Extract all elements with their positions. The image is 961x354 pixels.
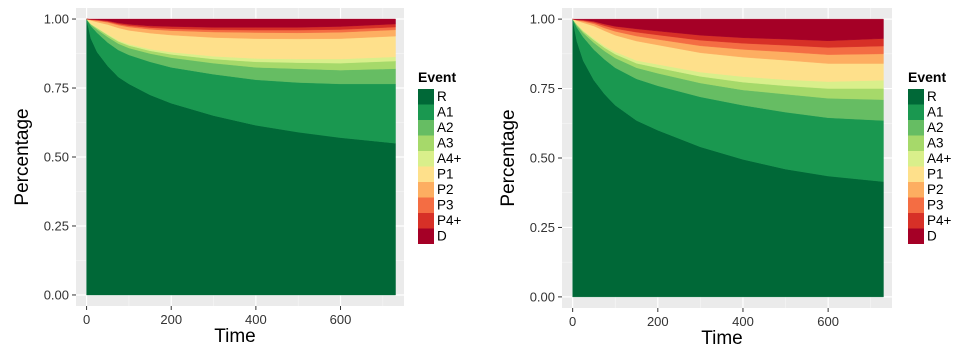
chart2-y-tick-label: 0.75 <box>530 81 555 96</box>
chart1-legend-key-r <box>418 89 434 105</box>
chart2-legend-key-p1 <box>908 166 924 182</box>
chart2-legend-label-a2: A2 <box>927 120 944 135</box>
chart1-legend-key-a3 <box>418 135 434 151</box>
chart2-legend-key-p4-plus <box>908 213 924 229</box>
chart1-group: 0.00 0.25 0.50 0.75 1.00 0 200 400 600 Time Percen… <box>12 8 462 347</box>
chart1-x-tick-label: 200 <box>160 312 182 327</box>
chart1-y-tick-label: 0.25 <box>44 218 69 233</box>
chart1-y-tick-label: 0.50 <box>44 150 69 165</box>
chart2-y-tick-label: 0.00 <box>530 289 555 304</box>
chart1-legend-key-p4-plus <box>418 213 434 229</box>
chart2-x-axis-title: Time <box>701 328 743 349</box>
chart1-y-tick-label: 1.00 <box>44 12 69 27</box>
chart1-legend-label-p4-plus: P4+ <box>437 213 462 228</box>
chart2-legend-key-a1 <box>908 104 924 120</box>
chart1-x-tick-label: 600 <box>330 312 352 327</box>
chart2-area-d <box>572 18 884 41</box>
chart2-y-tick-label: 1.00 <box>530 12 555 27</box>
chart1-x-tick-label: 0 <box>83 312 90 327</box>
chart2-legend-key-p3 <box>908 197 924 213</box>
chart1-legend-label-r: R <box>437 89 447 104</box>
chart1-y-tick-label: 0.00 <box>44 287 69 302</box>
chart2-legend-key-d <box>908 228 924 244</box>
chart1-legend-label-p1: P1 <box>437 167 454 182</box>
chart2-legend-label-p2: P2 <box>927 182 944 197</box>
chart2-legend-label-p3: P3 <box>927 198 944 213</box>
chart2-legend-label-r: R <box>927 89 937 104</box>
chart1-legend-title: Event <box>418 69 456 85</box>
chart2-x-tick-label: 400 <box>732 314 754 329</box>
chart1-legend-key-p2 <box>418 182 434 198</box>
chart2-x-tick-label: 200 <box>647 314 669 329</box>
chart2-group: 0.00 0.25 0.50 0.75 1.00 0 200 400 600 Time Percen… <box>498 8 952 349</box>
chart1-legend-label-a4-plus: A4+ <box>437 151 462 166</box>
chart1-legend-key-a1 <box>418 104 434 120</box>
chart2-y-tick-label: 0.50 <box>530 151 555 166</box>
chart1-legend-label-a2: A2 <box>437 120 454 135</box>
chart2-legend-key-a4-plus <box>908 151 924 167</box>
chart2-y-axis-title: Percentage <box>498 109 519 206</box>
chart2-x-tick-label: 0 <box>569 314 576 329</box>
chart1-legend-key-a2 <box>418 120 434 136</box>
chart2-legend-key-a2 <box>908 120 924 136</box>
chart2-legend-label-a1: A1 <box>927 105 944 120</box>
chart2-legend-label-p1: P1 <box>927 167 944 182</box>
chart1-legend-label-p2: P2 <box>437 182 454 197</box>
chart2-y-tick-label: 0.25 <box>530 220 555 235</box>
chart1-legend-key-p3 <box>418 197 434 213</box>
chart1-y-tick-label: 0.75 <box>44 81 69 96</box>
chart2-x-tick-label: 600 <box>817 314 839 329</box>
chart1-legend-key-p1 <box>418 166 434 182</box>
chart1-legend-label-a1: A1 <box>437 105 454 120</box>
chart1-y-axis-title: Percentage <box>12 108 33 205</box>
chart1-legend-key-d <box>418 228 434 244</box>
chart1-legend-key-a4-plus <box>418 151 434 167</box>
chart2-legend-key-r <box>908 89 924 105</box>
chart2-legend-key-a3 <box>908 135 924 151</box>
chart2-legend-label-a4-plus: A4+ <box>927 151 952 166</box>
chart1-legend-label-p3: P3 <box>437 198 454 213</box>
chart2-legend-key-p2 <box>908 182 924 198</box>
chart2-legend-label-p4-plus: P4+ <box>927 213 952 228</box>
chart2-legend-label-a3: A3 <box>927 136 944 151</box>
chart1-legend-label-a3: A3 <box>437 136 454 151</box>
chart2-legend-label-d: D <box>927 229 937 244</box>
chart1-x-axis-title: Time <box>214 326 256 347</box>
chart1-legend-label-d: D <box>437 229 447 244</box>
chart1-area-d <box>86 18 396 28</box>
chart1-x-tick-label: 400 <box>245 312 267 327</box>
chart2-legend-title: Event <box>908 69 946 85</box>
